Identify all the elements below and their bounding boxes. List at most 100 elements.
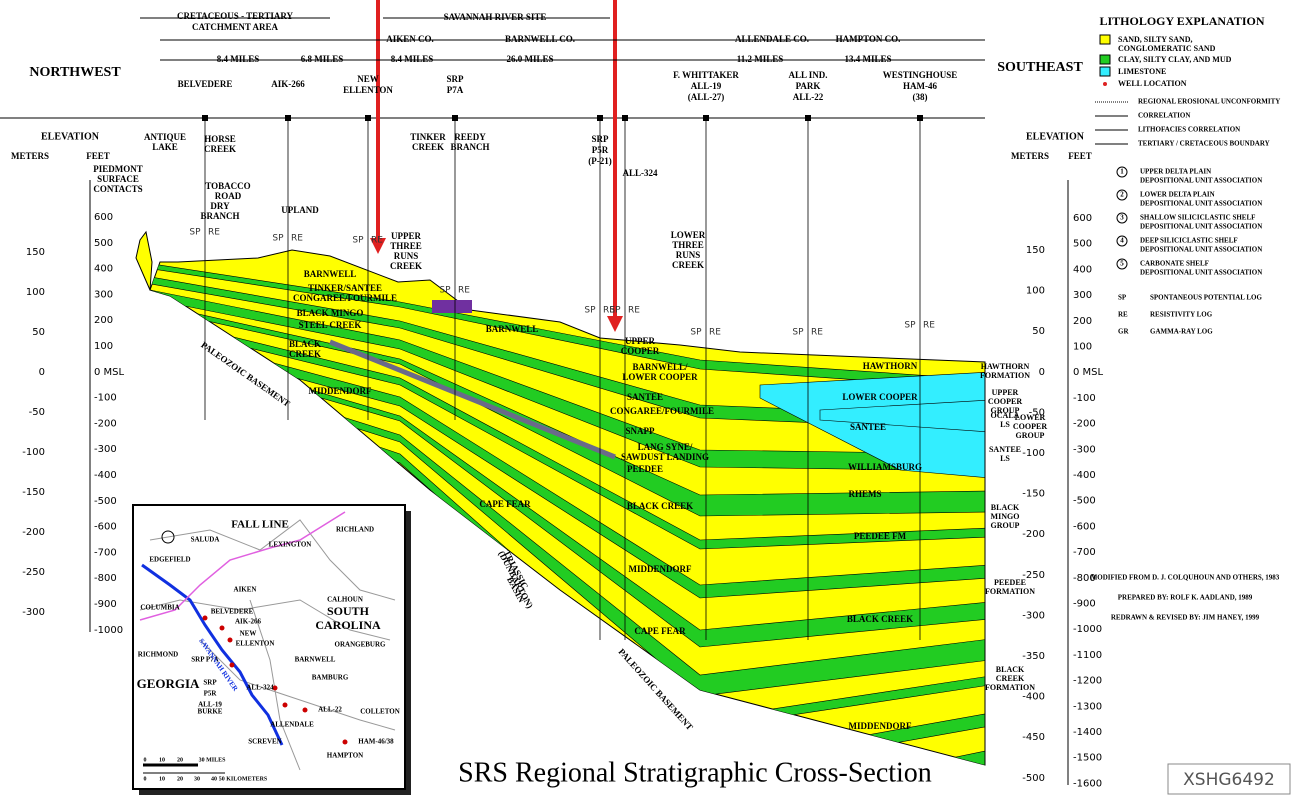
axis-unit: FEET [1068,151,1092,161]
legend-number: 5 [1120,260,1124,268]
formation-label: BLACK [289,339,321,349]
unit-label: SANTEE [989,445,1021,454]
axis-tick-label: -50 [29,407,45,418]
feature-label: BRANCH [200,211,239,221]
feature-label: CREEK [390,261,422,271]
axis-tick-label: -900 [1073,599,1096,610]
map-label: ALL-324 [246,684,274,692]
feature-label: LAKE [152,142,178,152]
axis-tick-label: -1500 [1073,753,1102,764]
axis-tick-label: -1600 [1073,778,1102,789]
legend-label: DEPOSITIONAL UNIT ASSOCIATION [1140,177,1262,185]
log-label: RE [371,236,383,246]
scale-label: 0 [144,757,147,763]
legend-swatch [1100,35,1110,44]
axis-tick-label: -250 [22,567,45,578]
map-label: P5R [204,690,218,698]
axis-tick-label: -200 [1022,529,1045,540]
axis-tick-label: -1200 [1073,676,1102,687]
legend-label: UPPER DELTA PLAIN [1140,168,1211,176]
axis-tick-label: 200 [1073,316,1092,327]
legend-number: 3 [1120,214,1124,222]
map-label: LEXINGTON [269,541,312,549]
well-label: ALL-19 [691,81,722,91]
formation-label: BLACK MINGO [297,308,364,318]
axis-tick-label: -150 [22,487,45,498]
scale-label: 30 [194,776,200,782]
unit-label: LS [1000,454,1010,463]
feature-label: TOBACCO [205,181,250,191]
axis-tick-label: -200 [22,527,45,538]
legend-swatch [1103,82,1107,86]
axis-tick-label: 400 [94,264,113,275]
unit-label: PEEDEE [994,578,1026,587]
scale-label: 10 [159,776,165,782]
axis-tick-label: -300 [94,444,117,455]
axis-tick-label: -1300 [1073,701,1102,712]
credit-line: MODIFIED FROM D. J. COLQUHOUN AND OTHERS… [1091,574,1280,582]
map-label: AIK-266 [235,618,262,626]
unit-label: MINGO [991,512,1020,521]
legend-number: 4 [1120,237,1124,245]
axis-tick-label: -700 [1073,547,1096,558]
distance-label: 26.0 MILES [506,54,553,64]
unit-label: GROUP [1016,431,1045,440]
map-label: ORANGEBURG [335,641,387,649]
formation-label: LOWER COOPER [842,392,918,402]
well-label: F. WHITTAKER [673,70,739,80]
legend-label: DEPOSITIONAL UNIT ASSOCIATION [1140,246,1262,254]
feature-label: REEDY [454,132,486,142]
axis-title: ELEVATION [1026,131,1085,142]
well-label: (38) [913,92,928,102]
formation-label: CREEK [289,349,321,359]
scale-label: 20 [177,757,183,763]
legend-label: DEPOSITIONAL UNIT ASSOCIATION [1140,223,1262,231]
axis-tick-label: -800 [94,573,117,584]
unit-label: FORMATION [980,371,1030,380]
formation-label: CAPE FEAR [634,626,686,636]
feature-label: CREEK [204,144,236,154]
map-label: NEW [240,630,257,638]
axis-tick-label: -400 [1073,470,1096,481]
formation-label: MIDDENDORF [309,386,372,396]
unit-label: FORMATION [985,683,1035,692]
formation-label: BLACK CREEK [627,501,693,511]
axis-unit: METERS [1011,151,1049,161]
well-label: ALL IND. [788,70,827,80]
log-label: SP [272,234,284,244]
legend-label: CORRELATION [1138,112,1190,120]
scale-label: 20 [177,776,183,782]
well-label: ELLENTON [343,85,393,95]
map-label: ALL-22 [318,706,342,714]
formation-label: SAWDUST LANDING [621,452,709,462]
map-label: RICHMOND [138,651,178,659]
scale-label: 10 [159,757,165,763]
legend-label: SAND, SILTY SAND, [1118,35,1193,44]
axis-tick-label: 300 [94,289,113,300]
legend-label: CONGLOMERATIC SAND [1118,44,1216,53]
unit-label: LS [1000,420,1010,429]
axis-title: ELEVATION [41,131,100,142]
log-label: SP [189,228,201,238]
log-label: RE [709,328,721,338]
map-label: ELLENTON [236,640,275,648]
scale-label: 40 [211,776,217,782]
map-label: HAMPTON [327,752,363,760]
legend-label: SHALLOW SILICICLASTIC SHELF [1140,214,1255,222]
map-label: ALLENDALE [270,721,314,729]
axis-tick-label: 150 [26,247,45,258]
well-label: BELVEDERE [178,79,233,89]
feature-label: LOWER [671,230,706,240]
axis-tick-label: 50 [32,327,45,338]
bracket-label: CATCHMENT AREA [192,22,278,32]
legend-swatch [1100,55,1110,64]
axis-tick-label: -300 [22,607,45,618]
formation-label: RHEMS [848,489,881,499]
axis-tick-label: 0 MSL [94,367,125,378]
feature-label: UPPER [391,231,421,241]
axis-tick-label: 100 [26,287,45,298]
axis-tick-label: -150 [1022,489,1045,500]
distance-label: 13.4 MILES [844,54,891,64]
log-label: RE [291,234,303,244]
axis-tick-label: -300 [1022,610,1045,621]
